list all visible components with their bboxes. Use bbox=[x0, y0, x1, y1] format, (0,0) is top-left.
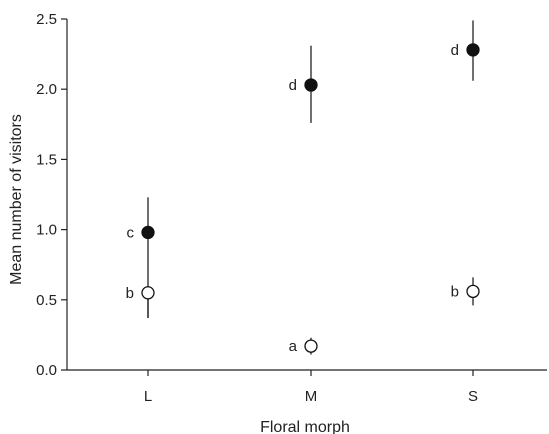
y-tick-label: 1.5 bbox=[36, 151, 57, 168]
significance-label: c bbox=[127, 224, 135, 241]
y-tick-label: 2.5 bbox=[36, 11, 57, 28]
significance-label: b bbox=[451, 283, 459, 300]
data-point-filled bbox=[304, 78, 318, 92]
data-point-filled bbox=[141, 225, 155, 240]
data-point-filled bbox=[466, 43, 480, 57]
y-axis-title: Mean number of visitors bbox=[8, 114, 25, 285]
data-point-open bbox=[141, 286, 155, 300]
y-tick-label: 1.0 bbox=[36, 222, 57, 239]
significance-label: a bbox=[289, 338, 298, 355]
significance-label: b bbox=[126, 285, 134, 302]
data-point-open bbox=[466, 284, 480, 299]
y-tick-label: 0.5 bbox=[36, 292, 57, 309]
significance-label: d bbox=[289, 77, 297, 94]
x-axis-title: Floral morph bbox=[260, 419, 350, 434]
marks-group: c d d b a b bbox=[126, 20, 480, 355]
y-tick-label: 0.0 bbox=[36, 362, 57, 379]
y-tick-label: 2.0 bbox=[36, 81, 57, 98]
significance-label: d bbox=[451, 42, 459, 59]
data-point-open bbox=[304, 339, 318, 353]
x-tick-label: S bbox=[468, 388, 478, 405]
axes-group: 0.0 0.5 1.0 1.5 2.0 2.5 L M S bbox=[36, 11, 547, 405]
x-tick-label: L bbox=[144, 388, 152, 405]
x-tick-label: M bbox=[305, 388, 318, 405]
